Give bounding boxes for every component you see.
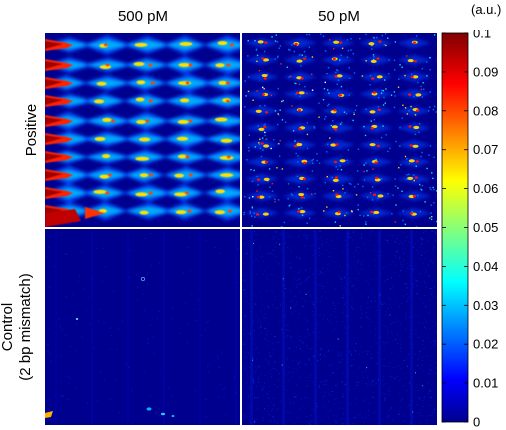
column-label-500pm: 500 pM (117, 8, 169, 25)
colorbar: 0 0.01 0.02 0.03 0.04 0.05 0.06 0.07 0.08 0.09 0.1 (441, 30, 498, 430)
panel-positive-50pm (243, 33, 437, 228)
colorbar-tick-label: 0.07 (473, 142, 498, 157)
panel-positive-500pm (45, 35, 240, 227)
colorbar-tick-label: 0.06 (473, 181, 498, 196)
row-label-positive-text: Positive (23, 103, 40, 157)
panel-control-50pm (243, 230, 437, 425)
colorbar-tick-label: 0.08 (473, 103, 498, 118)
row-label-control-line1: Control (0, 302, 16, 352)
colorbar-tick-label: 0.03 (473, 298, 498, 313)
row-label-positive: Positive (23, 70, 41, 190)
colorbar-tick-label: 0.01 (473, 376, 498, 391)
row-label-control: Control (2 bp mismatch) (0, 257, 35, 397)
colorbar-unit-label: (a.u.) (471, 2, 502, 17)
row-label-control-line2: (2 bp mismatch) (17, 273, 34, 381)
panel-control-500pm (45, 230, 238, 425)
colorbar-tick-label: 0 (473, 415, 480, 430)
colorbar-tick-label: 0.04 (473, 259, 498, 274)
column-label-50pm: 50 pM (318, 8, 360, 25)
colorbar-tick-label: 0.1 (473, 30, 491, 41)
colorbar-tick-label: 0.05 (473, 220, 498, 235)
colorbar-gradient (441, 32, 469, 423)
colorbar-tick-label: 0.09 (473, 64, 498, 79)
fluorescence-image-grid (45, 33, 437, 425)
colorbar-tick-label: 0.02 (473, 337, 498, 352)
